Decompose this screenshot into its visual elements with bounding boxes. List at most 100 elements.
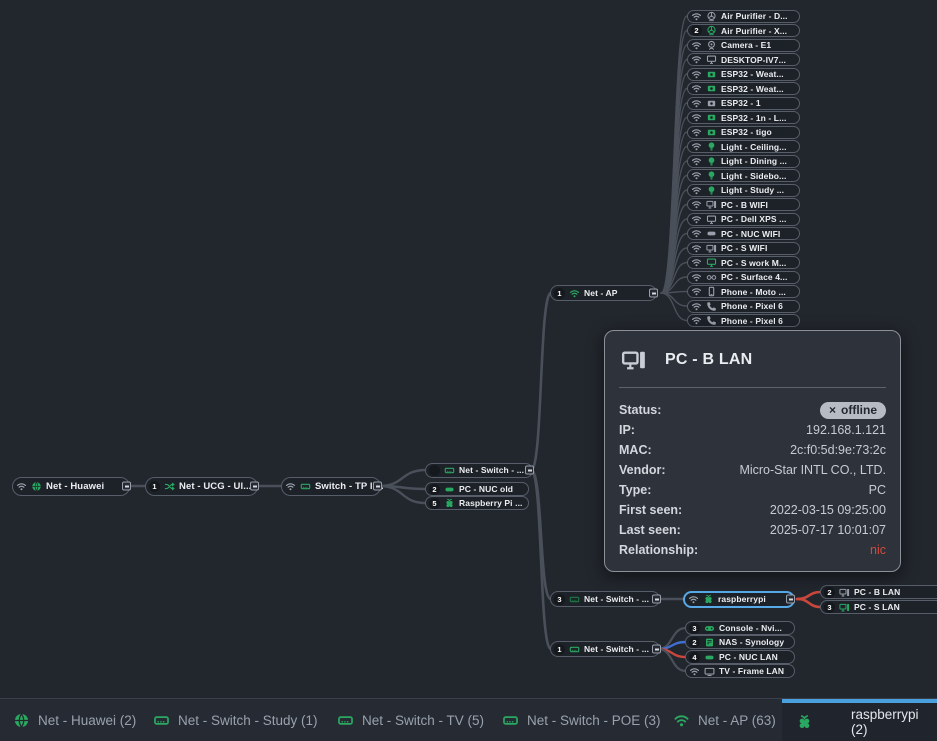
- node-label: TV - Frame LAN: [719, 666, 785, 676]
- node-net-switch[interactable]: 3 Net - Switch - ...: [550, 591, 661, 607]
- tab-net-huawei-2[interactable]: Net - Huawei (2): [13, 699, 136, 741]
- node-pc-nuc-lan[interactable]: 4 PC - NUC LAN: [685, 650, 795, 664]
- shuffle-icon: [164, 481, 175, 492]
- popup-header: PC - B LAN: [617, 343, 888, 387]
- node-net-ucg-ul[interactable]: 1 Net - UCG - Ul...: [145, 476, 259, 496]
- node-pc-dell-xps[interactable]: PC - Dell XPS ...: [687, 212, 800, 226]
- count-badge: 3: [554, 593, 565, 605]
- node-desktop-iv7[interactable]: DESKTOP-IV7...: [687, 53, 800, 66]
- wifi-icon: [691, 83, 702, 94]
- node-label: PC - Surface 4...: [721, 272, 788, 282]
- node-pc-b-lan[interactable]: 2 PC - B LAN: [820, 585, 937, 599]
- wifi-icon: [16, 481, 27, 492]
- collapse-button[interactable]: [525, 465, 534, 475]
- node-label: Raspberry Pi ...: [459, 498, 523, 508]
- collapse-button[interactable]: [652, 644, 661, 654]
- node-air-purifier-x[interactable]: 2 Air Purifier - X...: [687, 24, 800, 37]
- collapse-button[interactable]: [250, 481, 259, 491]
- node-label: Phone - Pixel 6: [721, 301, 783, 311]
- node-net-switch[interactable]: Net - Switch - ...: [425, 462, 534, 478]
- handset-icon: [706, 315, 717, 326]
- tv-icon: [704, 666, 715, 677]
- wifi-icon: [569, 288, 580, 299]
- node-raspberry-pi[interactable]: 5 Raspberry Pi ...: [425, 496, 529, 510]
- detail-label: Last seen:: [619, 523, 681, 537]
- node-pc-b-wifi[interactable]: PC - B WIFI: [687, 198, 800, 211]
- wifi-icon: [691, 301, 702, 312]
- node-label: ESP32 - 1: [721, 98, 761, 108]
- node-phone-pixel-6[interactable]: Phone - Pixel 6: [687, 314, 800, 327]
- count-badge: 2: [691, 25, 702, 36]
- tab-net-switch-tv-5[interactable]: Net - Switch - TV (5): [337, 699, 484, 741]
- detail-value: 2025-07-17 10:01:07: [769, 523, 886, 537]
- node-tv-frame-lan[interactable]: TV - Frame LAN: [685, 664, 795, 678]
- detail-label: Vendor:: [619, 463, 666, 477]
- collapse-button[interactable]: [122, 481, 131, 491]
- node-pc-surface-4[interactable]: PC - Surface 4...: [687, 270, 800, 284]
- tab-label: Net - Switch - POE (3): [527, 712, 661, 728]
- node-light-dining[interactable]: Light - Dining ...: [687, 154, 800, 168]
- node-label: PC - NUC WIFI: [721, 228, 781, 239]
- node-nas-synology[interactable]: 2 NAS - Synology: [685, 635, 795, 649]
- raspberry-icon: [796, 714, 813, 731]
- node-esp32-1n-l[interactable]: ESP32 - 1n - L...: [687, 111, 800, 124]
- tab-label: Net - Huawei (2): [38, 712, 137, 728]
- collapse-button[interactable]: [786, 594, 795, 604]
- node-raspberrypi[interactable]: raspberrypi: [683, 590, 795, 608]
- node-esp32-weat[interactable]: ESP32 - Weat...: [687, 82, 800, 95]
- edge: [660, 292, 688, 322]
- chip-icon: [706, 98, 717, 109]
- node-pc-s-work-m[interactable]: PC - S work M...: [687, 256, 800, 269]
- node-net-switch[interactable]: 1 Net - Switch - ...: [550, 641, 661, 657]
- node-air-purifier-d[interactable]: Air Purifier - D...: [687, 9, 800, 23]
- node-console-nvi[interactable]: 3 Console - Nvi...: [685, 621, 795, 635]
- node-phone-moto[interactable]: Phone - Moto ...: [687, 285, 800, 298]
- wifi-icon: [691, 156, 702, 167]
- node-pc-s-wifi[interactable]: PC - S WIFI: [687, 241, 800, 255]
- node-esp32-weat[interactable]: ESP32 - Weat...: [687, 67, 800, 81]
- node-pc-s-lan[interactable]: 3 PC - S LAN: [820, 600, 937, 614]
- switchdev-icon: [153, 712, 170, 729]
- chip-icon: [706, 127, 717, 138]
- node-pc-nuc-wifi[interactable]: PC - NUC WIFI: [687, 227, 800, 240]
- close-icon: ×: [828, 402, 836, 417]
- count-badge: 3: [824, 601, 835, 613]
- collapse-button[interactable]: [652, 594, 661, 604]
- node-light-study[interactable]: Light - Study ...: [687, 183, 800, 197]
- device-details-popup: PC - B LAN Status: × offline IP: 192.168.1.1…: [604, 330, 901, 572]
- node-camera-e1[interactable]: Camera - E1: [687, 38, 800, 52]
- collapse-button[interactable]: [373, 481, 382, 491]
- edge: [656, 647, 688, 673]
- detail-label: Status:: [619, 403, 662, 417]
- node-label: PC - S WIFI: [721, 243, 768, 253]
- tab-net-ap-63[interactable]: Net - AP (63): [673, 699, 776, 741]
- node-light-ceiling[interactable]: Light - Ceiling...: [687, 140, 800, 153]
- detail-row-ip: IP: 192.168.1.121: [617, 420, 888, 440]
- node-phone-pixel-6[interactable]: Phone - Pixel 6: [687, 299, 800, 313]
- node-light-sidebo[interactable]: Light - Sidebo...: [687, 169, 800, 182]
- globe-icon: [13, 712, 30, 729]
- node-label: Camera - E1: [721, 40, 772, 50]
- node-esp32-1[interactable]: ESP32 - 1: [687, 96, 800, 110]
- collapse-button[interactable]: [649, 288, 658, 298]
- detail-value: 2c:f0:5d:9e:73:2c: [790, 443, 886, 457]
- node-switch-tp-li[interactable]: Switch - TP li...: [281, 476, 383, 496]
- count-badge: 1: [554, 287, 565, 299]
- node-label: Net - UCG - Ul...: [179, 480, 252, 492]
- node-esp32-tigo[interactable]: ESP32 - tigo: [687, 125, 800, 139]
- tab-net-switch-poe-3[interactable]: Net - Switch - POE (3): [502, 699, 661, 741]
- node-pc-nuc-old[interactable]: 2 PC - NUC old: [425, 482, 529, 496]
- pc-icon: [706, 199, 717, 210]
- node-net-huawei[interactable]: Net - Huawei: [12, 476, 131, 496]
- count-badge: [429, 464, 440, 476]
- node-net-ap[interactable]: 1 Net - AP: [550, 285, 658, 301]
- tab-net-switch-study-1[interactable]: Net - Switch - Study (1): [153, 699, 318, 741]
- monitor-icon: [706, 257, 717, 268]
- node-label: Console - Nvi...: [719, 623, 782, 633]
- count-badge: 4: [689, 651, 700, 663]
- tab-label: Net - Switch - TV (5): [362, 712, 485, 728]
- tab-raspberrypi-2[interactable]: raspberrypi (2): [782, 699, 937, 741]
- status-text: offline: [841, 402, 877, 417]
- node-label: NAS - Synology: [719, 637, 785, 647]
- count-badge: 2: [689, 636, 700, 648]
